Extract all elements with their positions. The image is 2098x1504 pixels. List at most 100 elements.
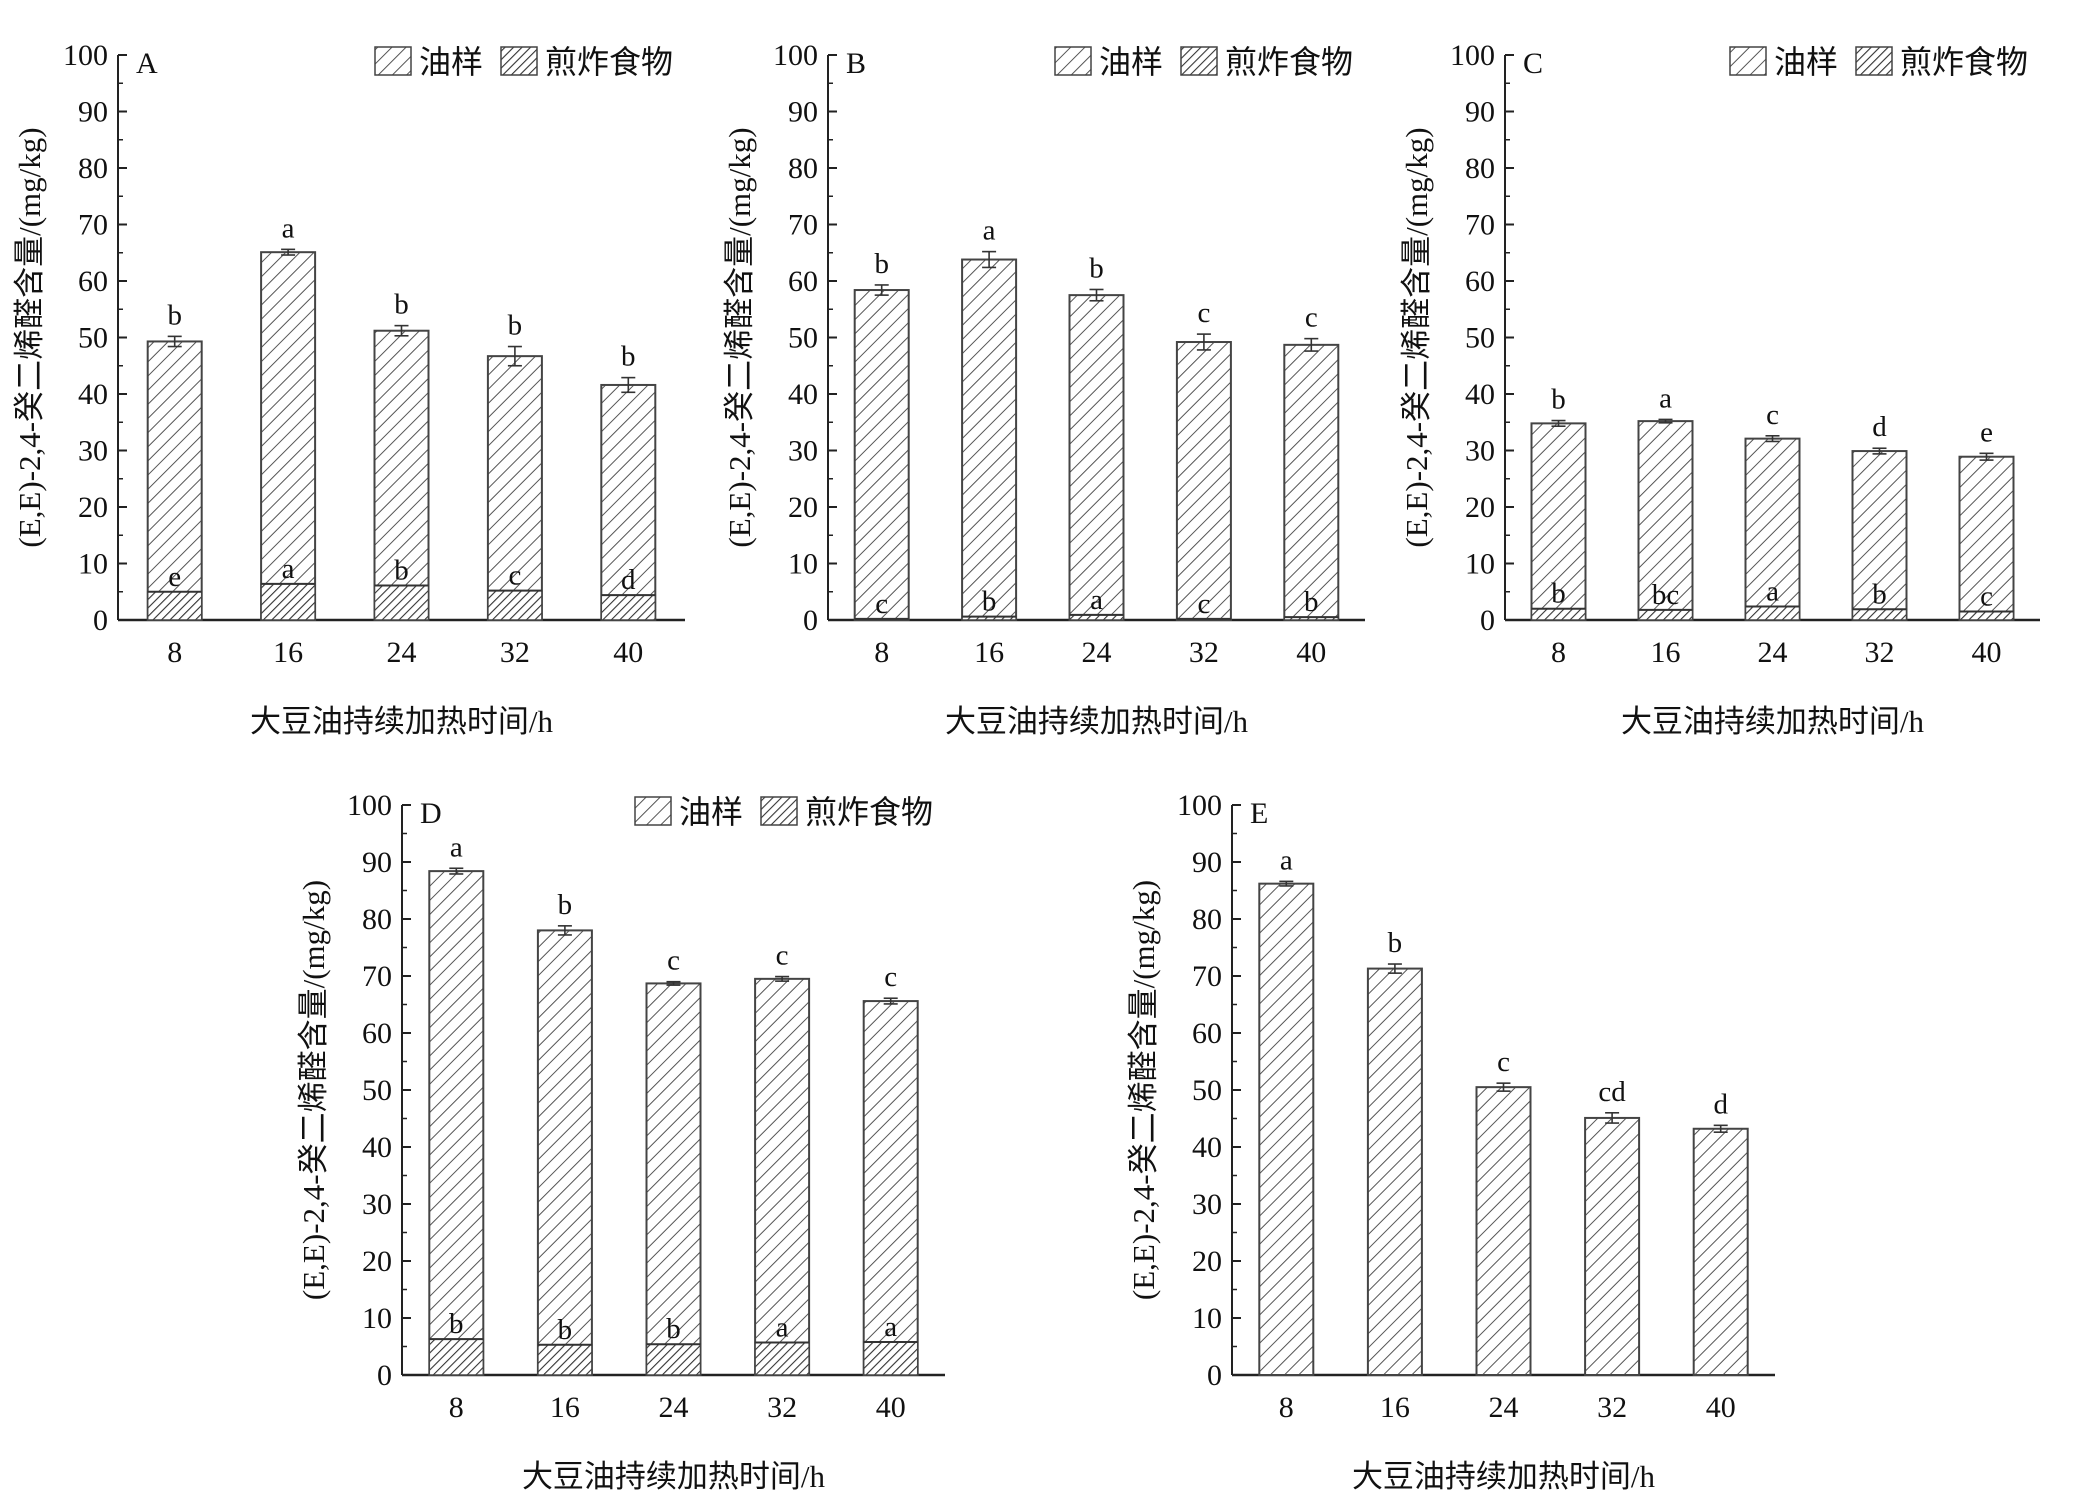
x-axis-title: 大豆油持续加热时间/h [1352,1459,1656,1494]
significance-letter-food: a [1766,575,1779,607]
x-axis-title: 大豆油持续加热时间/h [1621,704,1925,739]
y-axis-title: (E,E)-2,4-癸二烯醛含量/(mg/kg) [722,127,757,547]
significance-letter-oil: d [1713,1088,1728,1120]
y-tick-label: 90 [1192,846,1222,879]
y-tick-label: 30 [362,1188,392,1221]
legend-swatch-food [1855,46,1893,76]
y-tick-label: 50 [788,322,818,355]
significance-letter-food: c [875,588,888,620]
significance-letter-food: d [621,564,636,596]
significance-letter-oil: e [1980,416,1993,448]
bar-fried-food [1744,605,1801,621]
bar-oil-sample [1530,422,1587,621]
bar-oil-sample [1258,882,1315,1376]
x-tick-label: 24 [1082,636,1112,669]
y-tick-label: 40 [362,1131,392,1164]
bar-oil-sample [754,977,811,1376]
bar-oil-sample [1475,1086,1532,1377]
bar-oil-sample [1068,294,1125,621]
significance-letter-food: c [1197,588,1210,620]
x-tick-label: 16 [1651,636,1681,669]
y-tick-label: 0 [1207,1359,1222,1392]
bar-oil-sample [1366,967,1423,1377]
panel-letter: E [1250,797,1268,830]
y-tick-label: 100 [63,39,108,72]
x-tick-label: 16 [273,636,303,669]
x-tick-label: 32 [767,1391,797,1424]
y-tick-label: 60 [1465,265,1495,298]
y-tick-label: 0 [1480,604,1495,637]
bar-oil-sample [600,383,657,621]
y-tick-label: 30 [78,435,108,468]
y-tick-label: 10 [1192,1302,1222,1335]
chart-panel-b: 0 10 20 30 40 50 60 70 80 90 100 B 8 b c 16 a b 24 b a 32 c c 40… [722,39,1365,739]
legend-swatch-oil [374,46,412,76]
y-tick-label: 10 [362,1302,392,1335]
y-tick-label: 60 [1192,1017,1222,1050]
y-tick-label: 20 [788,491,818,524]
bar-fried-food [862,1341,919,1376]
significance-letter-oil: c [1305,302,1318,334]
significance-letter-oil: d [1872,411,1887,443]
significance-letter-oil: b [558,889,573,921]
significance-letter-oil: b [1089,252,1104,284]
y-axis-title: (E,E)-2,4-癸二烯醛含量/(mg/kg) [1126,880,1161,1300]
legend-label-oil: 油样 [419,44,483,80]
x-tick-label: 16 [1380,1391,1410,1424]
chart-panel-d: 0 10 20 30 40 50 60 70 80 90 100 D 8 a b 16 b b 24 c b 32 c a 40… [296,789,945,1494]
bar-oil-sample [853,289,910,621]
legend-label-food: 煎炸食物 [1900,44,2028,80]
significance-letter-oil: b [394,289,409,321]
y-tick-label: 60 [78,265,108,298]
x-tick-label: 32 [500,636,530,669]
significance-letter-oil: c [776,940,789,972]
significance-letter-oil: b [874,248,889,280]
y-tick-label: 100 [1177,789,1222,822]
bar-oil-sample [536,929,593,1377]
significance-letter-oil: cd [1598,1076,1626,1108]
y-tick-label: 0 [93,604,108,637]
legend-swatch-oil [1054,46,1092,76]
y-tick-label: 50 [362,1074,392,1107]
y-axis-title: (E,E)-2,4-癸二烯醛含量/(mg/kg) [1399,127,1434,547]
significance-letter-oil: c [1766,399,1779,431]
chart-panel-c: 0 10 20 30 40 50 60 70 80 90 100 C 8 b b 16 a bc 24 c a 32 d b 4… [1399,39,2040,739]
bar-oil-sample [862,1000,919,1377]
significance-letter-oil: a [282,212,295,244]
bar-fried-food [600,594,657,621]
bar-fried-food [1530,607,1587,621]
significance-letter-food: c [1980,581,1993,613]
significance-letter-food: b [982,586,997,618]
significance-letter-oil: a [983,215,996,247]
bar-oil-sample [1584,1116,1641,1377]
significance-letter-oil: b [167,299,182,331]
bar-oil-sample [1175,341,1232,621]
bar-oil-sample [1958,455,2015,621]
panel-letter: B [846,47,866,80]
bar-oil-sample [1692,1127,1749,1377]
y-tick-label: 90 [362,846,392,879]
significance-letter-oil: b [1551,384,1566,416]
y-tick-label: 70 [1465,209,1495,242]
x-tick-label: 8 [1279,1391,1294,1424]
legend-label-oil: 油样 [1099,44,1163,80]
significance-letter-oil: c [884,961,897,993]
bar-fried-food [754,1341,810,1376]
y-axis-title: (E,E)-2,4-癸二烯醛含量/(mg/kg) [12,127,47,547]
significance-letter-oil: a [1280,844,1293,876]
bar-fried-food [1958,610,2015,621]
y-tick-label: 10 [788,548,818,581]
y-tick-label: 20 [362,1245,392,1278]
y-tick-label: 100 [347,789,392,822]
x-tick-label: 32 [1865,636,1895,669]
x-tick-label: 16 [974,636,1004,669]
significance-letter-food: b [558,1314,573,1346]
y-tick-label: 90 [788,96,818,129]
y-tick-label: 50 [1192,1074,1222,1107]
bar-fried-food [1851,608,1908,621]
x-tick-label: 40 [1706,1391,1736,1424]
y-tick-label: 40 [1465,378,1495,411]
legend-label-oil: 油样 [1774,44,1838,80]
y-tick-label: 30 [1465,435,1495,468]
significance-letter-oil: c [1497,1046,1510,1078]
